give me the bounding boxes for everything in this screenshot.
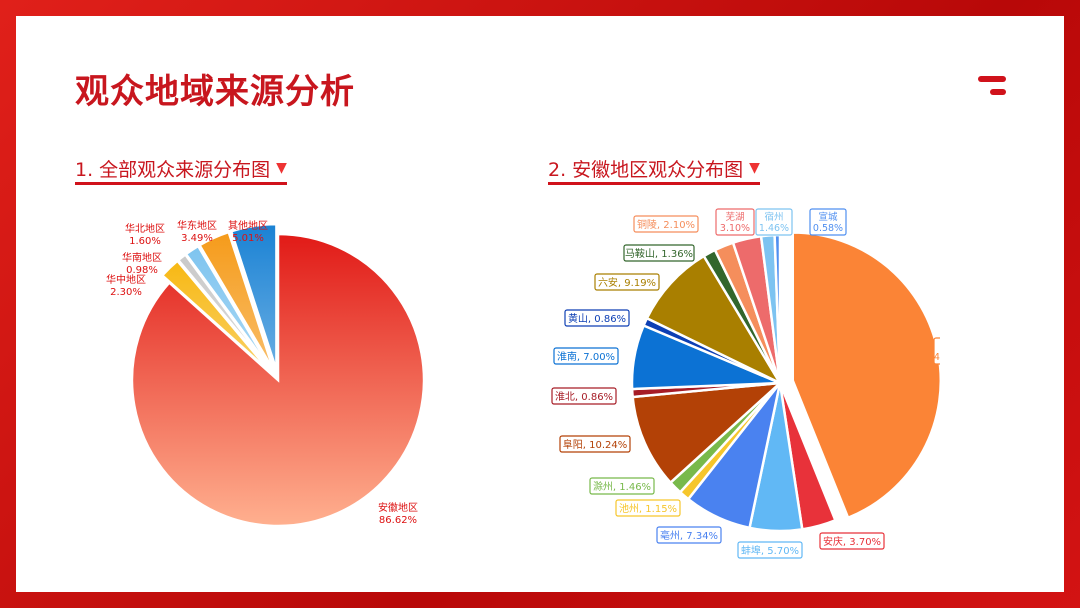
svg-text:马鞍山, 1.36%: 马鞍山, 1.36% (625, 247, 693, 260)
pie-slice-华北地区 (184, 244, 274, 373)
pie-slice-安徽地区 (130, 232, 426, 528)
svg-text:阜阳, 10.24%: 阜阳, 10.24% (563, 438, 628, 451)
svg-text:安庆, 3.70%: 安庆, 3.70% (823, 535, 881, 548)
pie-slice-华东地区 (197, 230, 276, 372)
pie-label-亳州: 亳州, 7.34% (656, 526, 722, 544)
pie-chart-all-visitors: 安徽地区 86.62% 华中地区 2.30%华南地区 0.98% 华北地区 1.60% 华东地… (106, 219, 426, 528)
pie-label-安徽地区: 安徽地区 86.62% (378, 501, 418, 526)
pie-label-淮北: 淮北, 0.86% (551, 387, 617, 405)
pie-label-马鞍山: 马鞍山, 1.36% (623, 244, 695, 262)
pie-label-华南地区: 华南地区 0.98% (122, 251, 162, 276)
pie-label-池州: 池州, 1.15% (615, 499, 681, 517)
pie-label-六安: 六安, 9.19% (594, 273, 660, 291)
chevron-down-icon: ▼ (749, 160, 760, 176)
svg-text:亳州, 7.34%: 亳州, 7.34% (660, 529, 718, 542)
pie-label-滁州: 滁州, 1.46% (589, 477, 655, 495)
pie-label-芜湖: 芜湖 3.10% (715, 208, 755, 236)
svg-text:芜湖3.10%: 芜湖 3.10% (720, 211, 750, 234)
svg-text:池州, 1.15%: 池州, 1.15% (619, 502, 677, 515)
section-heading-all-visitors-text: 1. 全部观众来源分布图 (75, 158, 271, 181)
pie-label-黄山: 黄山, 0.86% (564, 309, 630, 327)
svg-text:黄山, 0.86%: 黄山, 0.86% (568, 312, 626, 325)
section-heading-all-visitors: 1. 全部观众来源分布图 ▼ (75, 154, 287, 185)
pie-label-其他地区: 其他地区 5.01% (228, 219, 268, 244)
svg-text:蚌埠, 5.70%: 蚌埠, 5.70% (741, 544, 799, 557)
pie-label-华中地区: 华中地区 2.30% (106, 273, 146, 298)
svg-text:淮北, 0.86%: 淮北, 0.86% (555, 391, 613, 403)
pie-chart-anhui-visitors: 合肥43.90% 安庆, 3.70% 蚌埠, 5.70% 亳州, 7.34% 池州, 1… (551, 208, 940, 559)
pie-slice-阜阳 (631, 381, 784, 485)
pie-label-宣城: 宣城 0.58% (809, 208, 847, 236)
page-title: 观众地域来源分析 (75, 72, 355, 112)
svg-text:宣城0.58%: 宣城 0.58% (813, 211, 843, 234)
svg-text:合肥43.90%: 合肥43.90% (934, 340, 940, 363)
chevron-down-icon: ▼ (276, 160, 287, 176)
pie-slice-其他地区 (229, 222, 278, 371)
pie-label-宿州: 宿州 1.46% (755, 208, 793, 236)
svg-text:淮南, 7.00%: 淮南, 7.00% (557, 350, 615, 363)
pie-label-合肥: 合肥43.90% (933, 337, 940, 365)
brand-logo-icon (978, 76, 1008, 98)
section-heading-anhui-visitors: 2. 安徽地区观众分布图 ▼ (548, 154, 760, 185)
pie-label-阜阳: 阜阳, 10.24% (559, 435, 631, 453)
pie-label-安庆: 安庆, 3.70% (819, 532, 885, 550)
pie-slice-六安 (645, 254, 784, 386)
pie-label-蚌埠: 蚌埠, 5.70% (737, 541, 803, 559)
svg-text:宿州1.46%: 宿州 1.46% (759, 211, 789, 234)
pie-label-铜陵: 铜陵, 2.10% (633, 215, 699, 233)
svg-text:滁州, 1.46%: 滁州, 1.46% (593, 480, 651, 493)
svg-text:六安, 9.19%: 六安, 9.19% (598, 276, 656, 289)
section-heading-anhui-visitors-text: 2. 安徽地区观众分布图 (548, 158, 744, 181)
pie-label-华北地区: 华北地区 1.60% (125, 222, 165, 247)
pie-label-华东地区: 华东地区 3.49% (177, 219, 217, 244)
svg-text:铜陵, 2.10%: 铜陵, 2.10% (637, 219, 695, 231)
pie-label-淮南: 淮南, 7.00% (553, 347, 619, 365)
